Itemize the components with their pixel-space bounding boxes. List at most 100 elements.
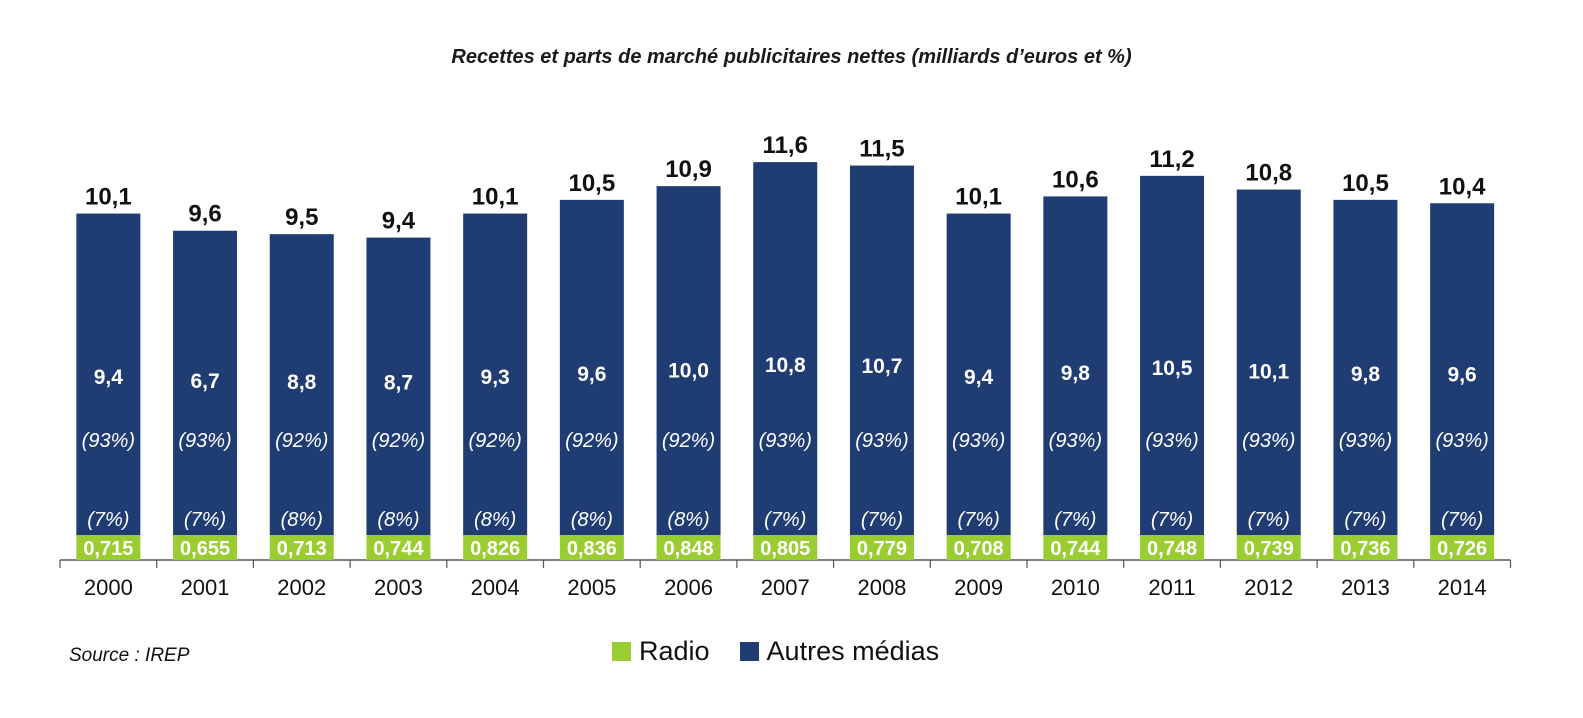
- radio-value-label: 0,836: [567, 538, 617, 560]
- radio-value-label: 0,744: [373, 538, 424, 560]
- bar-autres-medias: [269, 234, 334, 535]
- total-label: 10,9: [665, 156, 712, 183]
- radio-value-label: 0,744: [1050, 538, 1101, 560]
- radio-share-label: (8%): [281, 509, 323, 531]
- bar-autres-medias: [463, 213, 528, 535]
- radio-share-label: (8%): [474, 509, 516, 531]
- bar-radio: [1430, 535, 1495, 560]
- autres-medias-value-label: 10,1: [1248, 360, 1289, 383]
- radio-share-label: (7%): [1151, 509, 1193, 531]
- radio-share-label: (7%): [1344, 509, 1386, 531]
- legend-swatch-radio: [612, 642, 631, 661]
- x-tick-label: 2012: [1244, 575, 1293, 600]
- bar-autres-medias: [656, 186, 721, 535]
- radio-value-label: 0,715: [83, 538, 133, 560]
- radio-share-label: (7%): [958, 509, 1000, 531]
- legend-label-radio: Radio: [639, 636, 710, 666]
- autres-medias-share-label: (93%): [178, 430, 231, 452]
- radio-value-label: 0,748: [1147, 538, 1197, 560]
- autres-medias-share-label: (92%): [275, 430, 328, 452]
- bar-radio: [753, 535, 818, 560]
- autres-medias-value-label: 9,3: [481, 366, 510, 389]
- bar-radio: [173, 535, 238, 560]
- x-tick-label: 2007: [761, 575, 810, 600]
- legend-item-autres-medias: Autres médias: [739, 636, 940, 667]
- radio-share-label: (7%): [87, 509, 129, 531]
- x-tick-label: 2006: [664, 575, 713, 600]
- bar-autres-medias: [753, 162, 818, 535]
- x-tick-label: 2008: [857, 575, 906, 600]
- total-label: 11,5: [859, 136, 904, 163]
- legend-label-autres-medias: Autres médias: [766, 636, 940, 666]
- autres-medias-value-label: 6,7: [190, 370, 219, 393]
- radio-value-label: 0,708: [954, 538, 1004, 560]
- bar-radio: [1140, 535, 1205, 560]
- autres-medias-value-label: 9,6: [577, 363, 606, 386]
- x-tick-label: 2005: [567, 575, 616, 600]
- autres-medias-value-label: 9,4: [94, 366, 124, 389]
- bar-radio: [849, 535, 914, 560]
- autres-medias-share-label: (92%): [565, 430, 618, 452]
- radio-share-label: (7%): [1441, 509, 1483, 531]
- bar-chart: 10,1 9,4 (93%) (7%) 0,715 2000 9,6 6,7 (93%) (7%)…: [59, 132, 1512, 600]
- radio-share-label: (8%): [667, 509, 709, 531]
- bar-radio: [1236, 535, 1301, 560]
- autres-medias-value-label: 10,0: [668, 360, 709, 383]
- x-tick-label: 2003: [374, 575, 423, 600]
- autres-medias-share-label: (92%): [468, 430, 521, 452]
- autres-medias-share-label: (93%): [952, 430, 1005, 452]
- total-label: 10,1: [472, 184, 519, 211]
- bar-autres-medias: [1333, 199, 1398, 535]
- autres-medias-share-label: (92%): [372, 430, 425, 452]
- legend-swatch-autres-medias: [739, 642, 759, 661]
- radio-value-label: 0,739: [1244, 538, 1294, 560]
- autres-medias-share-label: (93%): [759, 430, 812, 452]
- autres-medias-share-label: (93%): [855, 430, 908, 452]
- bar-radio: [269, 535, 334, 560]
- autres-medias-value-label: 9,8: [1061, 362, 1091, 385]
- x-tick-label: 2009: [954, 575, 1003, 600]
- autres-medias-share-label: (93%): [1049, 430, 1102, 452]
- bar-autres-medias: [1140, 175, 1205, 535]
- radio-value-label: 0,655: [180, 538, 230, 560]
- bar-autres-medias: [1043, 196, 1108, 536]
- total-label: 10,5: [1342, 170, 1389, 197]
- radio-share-label: (7%): [764, 509, 806, 531]
- radio-value-label: 0,805: [760, 538, 810, 560]
- autres-medias-value-label: 8,8: [287, 371, 317, 394]
- total-label: 10,1: [955, 184, 1002, 211]
- total-label: 11,2: [1149, 146, 1194, 173]
- x-tick-label: 2010: [1051, 575, 1100, 600]
- autres-medias-share-label: (93%): [1145, 430, 1198, 452]
- total-label: 10,8: [1245, 160, 1292, 187]
- legend: Radio Autres médias: [612, 636, 969, 667]
- autres-medias-value-label: 9,6: [1448, 364, 1477, 387]
- legend-item-radio: Radio: [612, 636, 710, 667]
- bar-radio: [463, 535, 528, 560]
- autres-medias-value-label: 9,8: [1351, 363, 1381, 386]
- total-label: 10,1: [85, 184, 132, 211]
- x-tick-label: 2014: [1438, 575, 1487, 600]
- radio-value-label: 0,713: [277, 538, 327, 560]
- bar-autres-medias: [1430, 203, 1495, 535]
- radio-share-label: (8%): [377, 509, 419, 531]
- radio-value-label: 0,779: [857, 538, 907, 560]
- bar-radio: [76, 535, 141, 560]
- bar-autres-medias: [173, 230, 238, 535]
- total-label: 9,4: [382, 208, 416, 235]
- autres-medias-value-label: 8,7: [384, 372, 413, 395]
- x-tick-label: 2000: [84, 575, 133, 600]
- bar-autres-medias: [946, 213, 1011, 535]
- source-note: Source : IREP: [69, 645, 190, 666]
- autres-medias-value-label: 9,4: [964, 366, 994, 389]
- bar-radio: [559, 535, 624, 560]
- x-tick-label: 2004: [471, 575, 520, 600]
- x-tick-label: 2011: [1148, 575, 1195, 600]
- autres-medias-share-label: (93%): [1435, 430, 1488, 452]
- bar-autres-medias: [1236, 189, 1301, 535]
- total-label: 10,6: [1052, 166, 1099, 193]
- bar-radio: [366, 535, 431, 560]
- bar-autres-medias: [559, 199, 624, 535]
- total-label: 9,6: [188, 201, 221, 228]
- radio-value-label: 0,736: [1340, 538, 1390, 560]
